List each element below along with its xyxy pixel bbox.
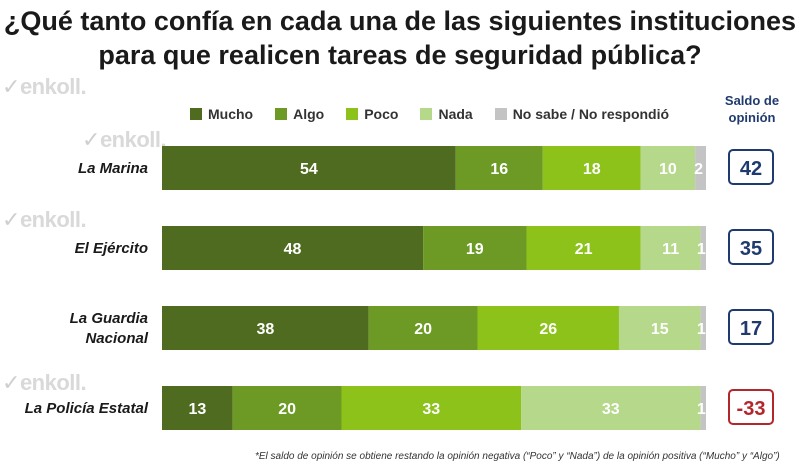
data-label: 20 bbox=[278, 401, 296, 418]
data-label: 13 bbox=[188, 401, 206, 418]
data-label: 26 bbox=[539, 321, 557, 338]
category-label-line: La Guardia bbox=[70, 310, 148, 327]
legend-label: Nada bbox=[438, 106, 473, 122]
data-label: 21 bbox=[575, 241, 593, 258]
data-label: 10 bbox=[659, 161, 677, 178]
bar-segment bbox=[640, 146, 696, 190]
data-label: 20 bbox=[414, 321, 432, 338]
bar-segment bbox=[162, 306, 369, 350]
legend-item-poco: Poco bbox=[346, 106, 398, 122]
legend-item-nada: Nada bbox=[420, 106, 473, 122]
bar-segment bbox=[695, 146, 706, 190]
legend-swatch bbox=[275, 108, 288, 120]
footnote: *El saldo de opinión se obtiene restando… bbox=[255, 451, 780, 462]
bar-segment bbox=[700, 306, 706, 350]
category-label: La Marina bbox=[78, 160, 148, 177]
data-label: 16 bbox=[490, 161, 508, 178]
watermark-leaf-icon: ✓ bbox=[2, 207, 20, 232]
category-label: La Policía Estatal bbox=[25, 400, 149, 417]
data-label: 33 bbox=[602, 401, 620, 418]
data-label: 54 bbox=[300, 161, 318, 178]
saldo-box bbox=[728, 229, 774, 265]
legend-swatch bbox=[420, 108, 433, 120]
saldo-box bbox=[728, 149, 774, 185]
data-label: 19 bbox=[466, 241, 484, 258]
legend-swatch bbox=[346, 108, 359, 120]
legend-label: Mucho bbox=[208, 106, 254, 122]
saldo-box bbox=[728, 389, 774, 425]
saldo-header: Saldo de opinión bbox=[712, 92, 792, 126]
data-label: 48 bbox=[284, 241, 302, 258]
bar-segment bbox=[368, 306, 478, 350]
category-label-line: La Marina bbox=[78, 160, 148, 177]
bar-segment bbox=[521, 386, 701, 430]
saldo-value: -33 bbox=[737, 398, 766, 420]
chart-title: ¿Qué tanto confía en cada una de las sig… bbox=[0, 4, 800, 72]
legend-item-algo: Algo bbox=[275, 106, 324, 122]
watermark-logo: ✓enkoll. bbox=[2, 370, 87, 396]
bar-segment bbox=[455, 146, 543, 190]
bar-segment bbox=[162, 146, 456, 190]
data-label: 33 bbox=[422, 401, 440, 418]
bar-segment bbox=[477, 306, 619, 350]
watermark-text: enkoll. bbox=[19, 370, 87, 395]
data-label: 1 bbox=[697, 321, 706, 338]
bar-segment bbox=[700, 386, 706, 430]
watermark-leaf-icon: ✓ bbox=[2, 370, 20, 395]
watermark-leaf-icon: ✓ bbox=[82, 127, 100, 152]
data-label: 38 bbox=[256, 321, 274, 338]
legend-swatch bbox=[494, 108, 507, 120]
watermark-logo: ✓enkoll. bbox=[82, 127, 167, 153]
watermark-text: enkoll. bbox=[19, 207, 87, 232]
legend-label: Algo bbox=[293, 106, 325, 122]
category-label: El Ejército bbox=[75, 240, 148, 257]
legend-item-mucho: Mucho bbox=[190, 106, 253, 122]
watermark-logo: ✓enkoll. bbox=[2, 207, 87, 233]
bar-segment bbox=[162, 226, 424, 270]
category-label-line: El Ejército bbox=[75, 240, 148, 257]
saldo-value: 42 bbox=[740, 158, 762, 180]
data-label: 15 bbox=[651, 321, 669, 338]
legend-label: No sabe / No respondió bbox=[512, 106, 670, 122]
bar-segment bbox=[700, 226, 706, 270]
bar-segment bbox=[232, 386, 342, 430]
chart-legend: Mucho Algo Poco Nada No sabe / No respon… bbox=[190, 105, 691, 123]
bar-segment bbox=[526, 226, 641, 270]
category-label-line: La Policía Estatal bbox=[25, 400, 149, 417]
watermark-logo: ✓enkoll. bbox=[2, 74, 87, 100]
legend-item-no-sabe: No sabe / No respondió bbox=[494, 106, 670, 122]
data-label: 11 bbox=[662, 241, 679, 258]
data-label: 2 bbox=[694, 161, 703, 178]
watermark-leaf-icon: ✓ bbox=[2, 74, 20, 99]
bar-segment bbox=[341, 386, 522, 430]
bar-segment bbox=[542, 146, 641, 190]
saldo-header-line-2: opinión bbox=[728, 110, 776, 125]
watermark-text: enkoll. bbox=[19, 74, 87, 99]
watermark-text: enkoll. bbox=[99, 127, 167, 152]
chart-title-line-2: para que realicen tareas de seguridad pú… bbox=[98, 40, 702, 70]
saldo-value: 35 bbox=[740, 238, 762, 260]
data-label: 1 bbox=[697, 401, 706, 418]
bar-segment bbox=[640, 226, 701, 270]
saldo-header-line-1: Saldo de bbox=[724, 93, 780, 108]
data-label: 1 bbox=[697, 241, 706, 258]
data-label: 18 bbox=[583, 161, 601, 178]
bar-segment bbox=[618, 306, 701, 350]
chart-title-line-1: ¿Qué tanto confía en cada una de las sig… bbox=[3, 6, 797, 36]
bar-segment bbox=[423, 226, 527, 270]
legend-swatch bbox=[190, 108, 202, 120]
legend-label: Poco bbox=[364, 106, 399, 122]
saldo-value: 17 bbox=[740, 318, 762, 340]
category-label: La Guardia Nacional bbox=[70, 310, 149, 347]
bar-segment bbox=[162, 386, 233, 430]
category-label-line: Nacional bbox=[85, 330, 148, 347]
saldo-box bbox=[728, 309, 774, 345]
